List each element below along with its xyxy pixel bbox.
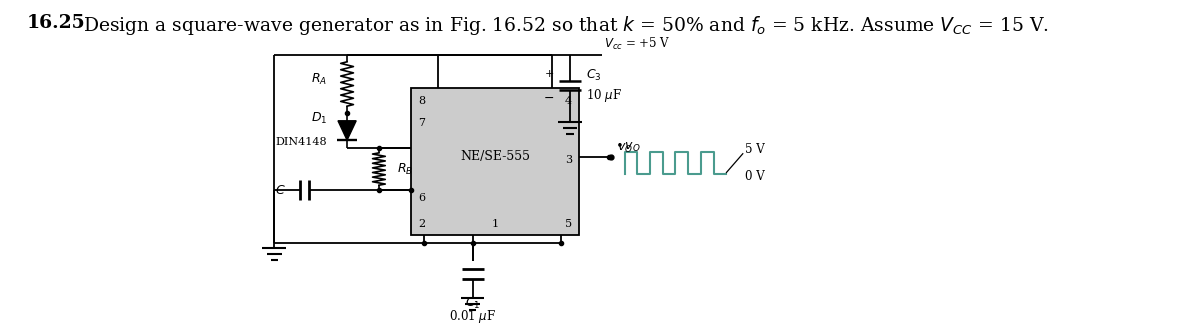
Text: 6: 6 <box>418 193 425 203</box>
Text: 2: 2 <box>418 219 425 229</box>
Text: 7: 7 <box>418 118 425 128</box>
Polygon shape <box>338 121 356 140</box>
Text: $v_O$: $v_O$ <box>617 142 634 155</box>
Text: $V_{cc}$ = +5 V: $V_{cc}$ = +5 V <box>604 36 670 52</box>
Text: $C_1$: $C_1$ <box>464 296 480 311</box>
Text: 4: 4 <box>565 96 571 106</box>
Text: $C$: $C$ <box>275 184 286 197</box>
Text: $R_A$: $R_A$ <box>311 71 328 87</box>
Text: 1: 1 <box>491 219 498 229</box>
Text: Design a square-wave generator as in Fig. 16.52 so that $k$ = 50% and $f_o$ = 5 : Design a square-wave generator as in Fig… <box>83 14 1049 37</box>
Text: 0.01 $\mu$F: 0.01 $\mu$F <box>449 308 496 325</box>
Text: NE/SE-555: NE/SE-555 <box>460 150 530 163</box>
Text: −: − <box>544 92 554 105</box>
Text: $C_3$: $C_3$ <box>587 68 602 83</box>
Text: 10 $\mu$F: 10 $\mu$F <box>587 87 623 104</box>
Text: 5: 5 <box>565 219 571 229</box>
Text: 5 V: 5 V <box>745 143 764 156</box>
Text: $D_1$: $D_1$ <box>311 111 328 126</box>
Text: +: + <box>545 69 554 78</box>
Text: 3: 3 <box>565 155 571 165</box>
Text: $\bullet\,v_O$: $\bullet\,v_O$ <box>616 141 641 154</box>
Text: 8: 8 <box>418 96 425 106</box>
Text: 16.25: 16.25 <box>26 14 85 32</box>
Text: 0 V: 0 V <box>745 170 764 183</box>
Bar <box>410 88 580 235</box>
Text: DIN4148: DIN4148 <box>276 137 328 147</box>
Text: $R_B$: $R_B$ <box>397 162 413 177</box>
